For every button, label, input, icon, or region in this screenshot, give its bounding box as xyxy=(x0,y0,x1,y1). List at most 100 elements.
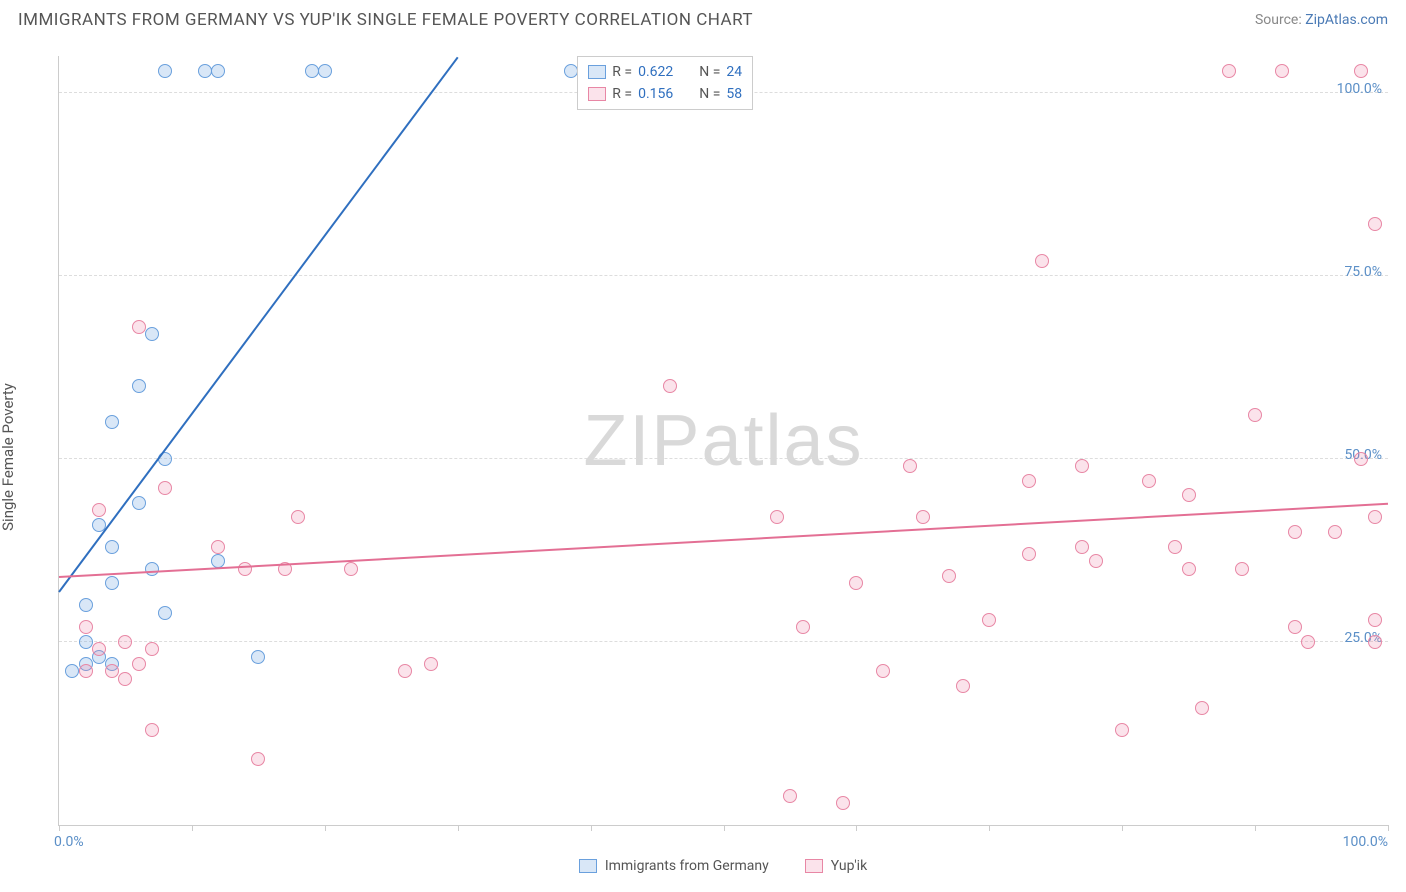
data-point-yupik xyxy=(916,510,930,524)
data-point-yupik xyxy=(92,503,106,517)
watermark-zip: ZIP xyxy=(583,401,701,481)
data-point-germany xyxy=(145,562,159,576)
data-point-yupik xyxy=(79,620,93,634)
series-label: Immigrants from Germany xyxy=(605,858,769,874)
data-point-germany xyxy=(251,650,265,664)
y-tick-label: 100.0% xyxy=(1337,81,1382,97)
series-legend: Immigrants from Germany Yup'ik xyxy=(58,858,1388,874)
data-point-yupik xyxy=(291,510,305,524)
data-point-yupik xyxy=(145,642,159,656)
data-point-germany xyxy=(198,64,212,78)
data-point-germany xyxy=(318,64,332,78)
x-tick xyxy=(1255,825,1256,831)
data-point-yupik xyxy=(1075,459,1089,473)
data-point-germany xyxy=(145,327,159,341)
legend-swatch xyxy=(805,859,823,873)
legend-swatch xyxy=(579,859,597,873)
x-tick xyxy=(325,825,326,831)
data-point-germany xyxy=(211,64,225,78)
data-point-yupik xyxy=(836,796,850,810)
data-point-yupik xyxy=(1368,217,1382,231)
r-value: 0.156 xyxy=(638,83,673,105)
data-point-germany xyxy=(158,64,172,78)
x-axis-labels: 0.0% 100.0% xyxy=(58,834,1388,854)
x-max-label: 100.0% xyxy=(1343,834,1388,850)
legend-row-germany: R = 0.622 N = 24 xyxy=(588,61,742,83)
data-point-yupik xyxy=(1035,254,1049,268)
data-point-yupik xyxy=(1115,723,1129,737)
trend-line-germany xyxy=(58,56,458,592)
correlation-legend: R = 0.622N = 24R = 0.156N = 58 xyxy=(577,56,753,110)
source-link[interactable]: ZipAtlas.com xyxy=(1305,12,1388,28)
x-tick xyxy=(591,825,592,831)
n-value: 24 xyxy=(726,61,742,83)
gridline xyxy=(59,275,1388,276)
data-point-yupik xyxy=(398,664,412,678)
data-point-germany xyxy=(305,64,319,78)
data-point-germany xyxy=(158,606,172,620)
x-tick xyxy=(1122,825,1123,831)
chart-container: Single Female Poverty ZIPatlas R = 0.622… xyxy=(18,40,1388,874)
data-point-yupik xyxy=(876,664,890,678)
chart-title: IMMIGRANTS FROM GERMANY VS YUP'IK SINGLE… xyxy=(18,10,753,30)
x-tick xyxy=(192,825,193,831)
data-point-yupik xyxy=(132,657,146,671)
data-point-germany xyxy=(105,576,119,590)
data-point-yupik xyxy=(1142,474,1156,488)
watermark: ZIPatlas xyxy=(583,400,863,482)
data-point-germany xyxy=(79,598,93,612)
r-label: R = xyxy=(612,83,632,105)
r-label: R = xyxy=(612,61,632,83)
source-attribution: Source: ZipAtlas.com xyxy=(1255,12,1388,28)
data-point-yupik xyxy=(1368,635,1382,649)
legend-swatch xyxy=(588,65,606,79)
data-point-yupik xyxy=(424,657,438,671)
series-legend-item-yupik: Yup'ik xyxy=(805,858,867,874)
data-point-yupik xyxy=(956,679,970,693)
data-point-yupik xyxy=(118,672,132,686)
data-point-yupik xyxy=(770,510,784,524)
data-point-yupik xyxy=(158,481,172,495)
data-point-yupik xyxy=(145,723,159,737)
data-point-yupik xyxy=(1022,474,1036,488)
data-point-germany xyxy=(79,635,93,649)
data-point-yupik xyxy=(1248,408,1262,422)
data-point-germany xyxy=(132,379,146,393)
r-value: 0.622 xyxy=(638,61,673,83)
n-label: N = xyxy=(699,61,720,83)
data-point-yupik xyxy=(783,789,797,803)
data-point-yupik xyxy=(251,752,265,766)
x-tick xyxy=(724,825,725,831)
data-point-yupik xyxy=(1022,547,1036,561)
series-label: Yup'ik xyxy=(831,858,867,874)
data-point-yupik xyxy=(1235,562,1249,576)
data-point-yupik xyxy=(211,540,225,554)
data-point-yupik xyxy=(132,320,146,334)
data-point-yupik xyxy=(849,576,863,590)
data-point-yupik xyxy=(982,613,996,627)
data-point-germany xyxy=(132,496,146,510)
data-point-yupik xyxy=(942,569,956,583)
data-point-germany xyxy=(105,540,119,554)
data-point-yupik xyxy=(1195,701,1209,715)
x-tick xyxy=(458,825,459,831)
data-point-yupik xyxy=(105,664,119,678)
gridline xyxy=(59,458,1388,459)
x-tick xyxy=(856,825,857,831)
data-point-germany xyxy=(564,64,578,78)
data-point-yupik xyxy=(1075,540,1089,554)
data-point-yupik xyxy=(1288,620,1302,634)
data-point-yupik xyxy=(1368,510,1382,524)
x-min-label: 0.0% xyxy=(54,834,84,850)
data-point-germany xyxy=(65,664,79,678)
y-tick-label: 75.0% xyxy=(1344,264,1382,280)
data-point-germany xyxy=(105,415,119,429)
data-point-yupik xyxy=(796,620,810,634)
x-tick xyxy=(989,825,990,831)
data-point-yupik xyxy=(663,379,677,393)
data-point-yupik xyxy=(79,664,93,678)
data-point-yupik xyxy=(1354,64,1368,78)
data-point-yupik xyxy=(1168,540,1182,554)
data-point-yupik xyxy=(1182,562,1196,576)
data-point-yupik xyxy=(1222,64,1236,78)
